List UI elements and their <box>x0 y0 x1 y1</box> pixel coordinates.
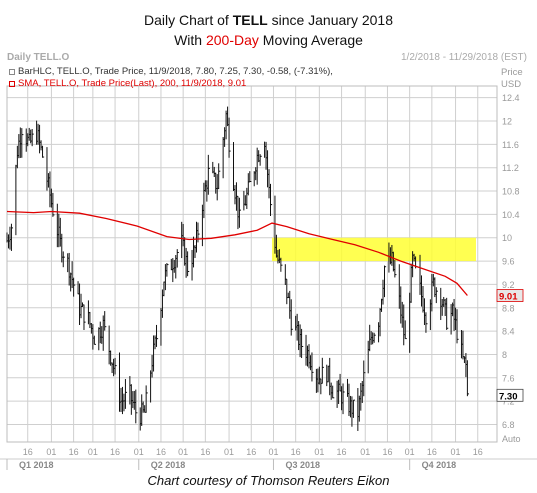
x-tick-label: 16 <box>156 447 166 457</box>
quarter-label: Q3 2018 <box>285 460 320 470</box>
sma-last-value: 9.01 <box>499 292 518 303</box>
x-tick-label: 01 <box>360 447 370 457</box>
title-highlight: 200-Day <box>205 32 259 48</box>
highlight-band-group <box>271 237 476 262</box>
grid-lines <box>6 85 498 443</box>
y-tick-label: 8.8 <box>502 303 515 313</box>
x-tick-label: 01 <box>88 447 98 457</box>
y-axis: 12.4 12 11.6 11.2 10.8 10.4 10 9.6 9.2 8.8 8.4 8 7.6… <box>496 67 524 430</box>
x-tick-label: 16 <box>427 447 437 457</box>
x-tick-label: 16 <box>200 447 210 457</box>
title-suffix: since January 2018 <box>267 12 393 28</box>
y-tick-label: 10 <box>502 233 512 243</box>
title-ticker: TELL <box>232 12 268 28</box>
x-tick-label: 01 <box>405 447 415 457</box>
x-tick-label: 16 <box>473 447 483 457</box>
y-tick-label: 12 <box>502 117 512 127</box>
legend-sma-text: SMA, TELL.O, Trade Price(Last), 200, 11/… <box>18 78 247 89</box>
x-tick-label: 16 <box>246 447 256 457</box>
quarter-label: Q2 2018 <box>151 460 186 470</box>
price-last-value-box <box>496 388 524 402</box>
x-tick-label: 16 <box>23 447 33 457</box>
x-tick-label: 16 <box>291 447 301 457</box>
price-chart[interactable]: 12.4 12 11.6 11.2 10.8 10.4 10 9.6 9.2 8.8 8.4 8 7.6… <box>0 48 537 473</box>
legend-bar-swatch <box>9 69 15 75</box>
x-axis: 16 01 16 01 16 01 16 01 16 01 16 01 16 01 16 01 16 01 16 01… <box>0 434 537 470</box>
sma-last-value-box <box>496 289 524 302</box>
x-tick-label: 01 <box>314 447 324 457</box>
sma-group <box>6 210 468 296</box>
y-axis-unit: USD <box>501 79 521 90</box>
x-tick-label: 16 <box>69 447 79 457</box>
chart-caption: Chart courtesy of Thomson Reuters Eikon <box>147 473 390 488</box>
y-tick-label: 7.6 <box>502 373 515 383</box>
chart-header-right: 1/2/2018 - 11/29/2018 (EST) <box>401 52 527 63</box>
x-tick-label: 16 <box>382 447 392 457</box>
x-tick-label: 01 <box>178 447 188 457</box>
x-tick-label: 01 <box>268 447 278 457</box>
y-tick-label: 6.8 <box>502 420 515 430</box>
title-line-1: Daily Chart of TELL since January 2018 <box>0 10 537 30</box>
y-tick-label: 9.2 <box>502 280 515 290</box>
legend-row-bars[interactable]: BarHLC, TELL.O, Trade Price, 11/9/2018, … <box>9 66 333 78</box>
auto-scale-button[interactable]: Auto <box>502 434 521 444</box>
y-tick-label: 11.6 <box>502 140 519 150</box>
legend-sma-swatch <box>9 81 15 87</box>
price-last-value: 7.30 <box>499 391 518 402</box>
chart-header-left: Daily TELL.O <box>7 52 69 63</box>
chart-legend: BarHLC, TELL.O, Trade Price, 11/9/2018, … <box>9 66 333 90</box>
x-tick-label: 01 <box>134 447 144 457</box>
x-tick-label: 01 <box>451 447 461 457</box>
x-tick-label: 01 <box>46 447 56 457</box>
price-bars-group <box>6 106 469 431</box>
title-line-2: With 200-Day Moving Average <box>0 30 537 50</box>
y-tick-label: 12.4 <box>502 93 520 103</box>
y-tick-label: 10.4 <box>502 210 520 220</box>
title-line2-suffix: Moving Average <box>258 32 363 48</box>
plot-frame <box>6 85 498 443</box>
y-tick-label: 11.2 <box>502 163 519 173</box>
x-tick-label: 01 <box>224 447 234 457</box>
x-tick-label: 16 <box>110 447 120 457</box>
resistance-highlight-band <box>271 237 476 262</box>
y-tick-label: 10.8 <box>502 187 520 197</box>
legend-bar-text: BarHLC, TELL.O, Trade Price, 11/9/2018, … <box>18 66 333 77</box>
quarter-label: Q1 2018 <box>19 460 54 470</box>
y-tick-label: 8 <box>502 350 507 360</box>
chart-title: Daily Chart of TELL since January 2018 W… <box>0 10 537 50</box>
quarter-label: Q4 2018 <box>422 460 457 470</box>
sma-200-line <box>6 210 468 296</box>
title-line2-prefix: With <box>174 32 206 48</box>
x-tick-label: 16 <box>337 447 347 457</box>
y-tick-label: 8.4 <box>502 327 515 337</box>
y-axis-label: Price <box>501 67 523 78</box>
y-tick-label: 9.6 <box>502 257 515 267</box>
legend-row-sma[interactable]: SMA, TELL.O, Trade Price(Last), 200, 11/… <box>9 78 333 90</box>
title-prefix: Daily Chart of <box>143 12 233 28</box>
